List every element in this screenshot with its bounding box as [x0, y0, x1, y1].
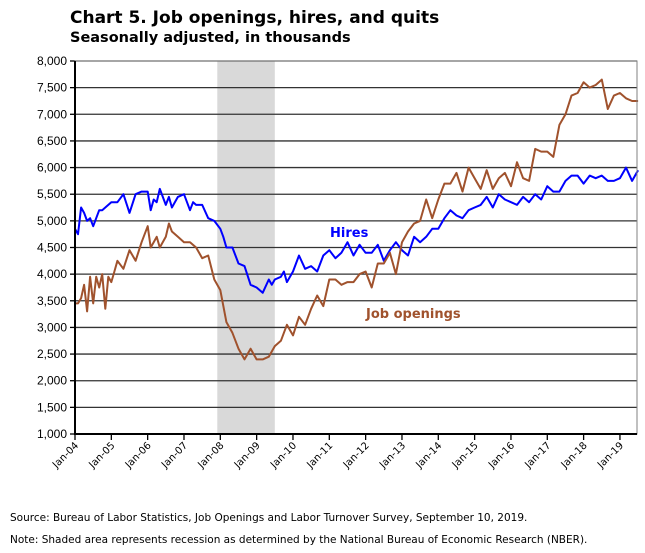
x-tick-label: Jan-17: [522, 440, 553, 471]
x-tick-label: Jan-19: [595, 440, 626, 471]
x-tick-label: Jan-04: [50, 440, 81, 471]
y-tick-label: 6,500: [37, 134, 67, 148]
hires-line: [74, 166, 639, 294]
x-tick-label: Jan-05: [87, 440, 118, 471]
x-tick-label: Jan-13: [377, 440, 408, 471]
y-tick-label: 7,500: [37, 81, 67, 95]
x-tick-label: Jan-15: [450, 440, 481, 471]
y-tick-label: 3,500: [37, 294, 67, 308]
source-note: Source: Bureau of Labor Statistics, Job …: [10, 512, 528, 524]
y-tick-label: 2,000: [37, 374, 67, 388]
x-tick-label: Jan-12: [341, 440, 372, 471]
job-openings-label: Job openings: [365, 307, 461, 322]
x-tick-label: Jan-07: [159, 440, 190, 471]
chart-title: Chart 5. Job openings, hires, and quits: [70, 8, 440, 28]
x-tick-label: Jan-14: [413, 440, 444, 471]
y-tick-label: 6,000: [37, 161, 67, 175]
y-tick-label: 4,000: [37, 267, 67, 281]
y-tick-label: 5,000: [37, 214, 67, 228]
data-lines: [74, 78, 639, 361]
x-tick-label: Jan-10: [268, 440, 299, 471]
x-tick-label: Jan-09: [232, 440, 263, 471]
x-tick-label: Jan-18: [559, 440, 590, 471]
y-tick-label: 4,500: [37, 241, 67, 255]
y-tick-label: 5,500: [37, 187, 67, 201]
x-tick-label: Jan-08: [196, 440, 227, 471]
y-axis-ticks: 1,000 1,500 2,000 2,500 3,000 3,500 4,000 4,500…: [37, 54, 75, 441]
x-axis-ticks: Jan-04 Jan-05 Jan-06 Jan-07 Jan-08 Jan-09 Jan-…: [50, 434, 626, 471]
y-tick-label: 8,000: [37, 54, 67, 68]
x-tick-label: Jan-11: [304, 440, 335, 471]
recession-note: Note: Shaded area represents recession a…: [10, 534, 588, 546]
y-tick-label: 7,000: [37, 107, 67, 121]
y-tick-label: 2,500: [37, 347, 67, 361]
job-openings-line: [75, 78, 639, 361]
hires-label: Hires: [330, 226, 369, 241]
y-tick-label: 1,000: [37, 427, 67, 441]
x-tick-label: Jan-06: [123, 440, 154, 471]
y-tick-label: 1,500: [37, 400, 67, 414]
y-tick-label: 3,000: [37, 320, 67, 334]
x-tick-label: Jan-16: [486, 440, 517, 471]
chart-subtitle: Seasonally adjusted, in thousands: [70, 30, 351, 46]
gridlines: [75, 60, 637, 435]
